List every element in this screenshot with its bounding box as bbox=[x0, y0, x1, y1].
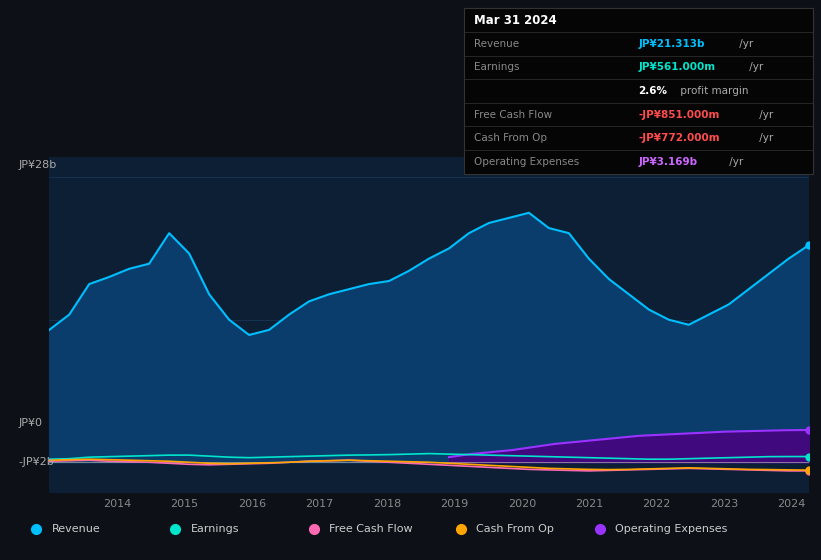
Text: Cash From Op: Cash From Op bbox=[476, 525, 554, 534]
Text: -JP¥2b: -JP¥2b bbox=[18, 457, 54, 467]
Text: Cash From Op: Cash From Op bbox=[475, 133, 548, 143]
Text: 2017: 2017 bbox=[305, 499, 333, 509]
Text: 2015: 2015 bbox=[170, 499, 199, 509]
Text: 2021: 2021 bbox=[576, 499, 603, 509]
Text: 2023: 2023 bbox=[710, 499, 738, 509]
Text: 2.6%: 2.6% bbox=[639, 86, 667, 96]
Text: /yr: /yr bbox=[727, 157, 744, 167]
Text: Free Cash Flow: Free Cash Flow bbox=[329, 525, 413, 534]
Text: JP¥28b: JP¥28b bbox=[18, 160, 57, 170]
Text: 2019: 2019 bbox=[440, 499, 469, 509]
Text: 2014: 2014 bbox=[103, 499, 131, 509]
Text: Earnings: Earnings bbox=[190, 525, 239, 534]
Text: /yr: /yr bbox=[755, 133, 773, 143]
Text: -JP¥772.000m: -JP¥772.000m bbox=[639, 133, 720, 143]
Text: JP¥0: JP¥0 bbox=[18, 418, 42, 428]
Text: JP¥561.000m: JP¥561.000m bbox=[639, 62, 715, 72]
Text: JP¥21.313b: JP¥21.313b bbox=[639, 39, 704, 49]
Text: Earnings: Earnings bbox=[475, 62, 520, 72]
Text: 2016: 2016 bbox=[238, 499, 266, 509]
Text: Operating Expenses: Operating Expenses bbox=[615, 525, 727, 534]
Text: Operating Expenses: Operating Expenses bbox=[475, 157, 580, 167]
Text: Free Cash Flow: Free Cash Flow bbox=[475, 110, 553, 120]
Text: Mar 31 2024: Mar 31 2024 bbox=[475, 13, 557, 27]
Text: /yr: /yr bbox=[755, 110, 773, 120]
Text: Revenue: Revenue bbox=[475, 39, 520, 49]
Text: /yr: /yr bbox=[745, 62, 763, 72]
Text: profit margin: profit margin bbox=[677, 86, 748, 96]
Text: 2020: 2020 bbox=[507, 499, 536, 509]
Text: JP¥3.169b: JP¥3.169b bbox=[639, 157, 698, 167]
Text: /yr: /yr bbox=[736, 39, 754, 49]
Text: Revenue: Revenue bbox=[52, 525, 100, 534]
Text: -JP¥851.000m: -JP¥851.000m bbox=[639, 110, 720, 120]
Text: 2018: 2018 bbox=[373, 499, 401, 509]
Text: 2022: 2022 bbox=[643, 499, 671, 509]
Text: 2024: 2024 bbox=[777, 499, 806, 509]
